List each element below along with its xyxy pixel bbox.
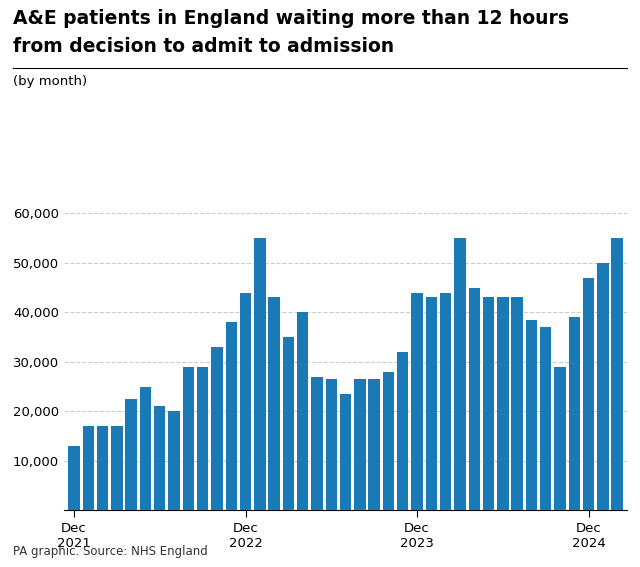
Bar (468, 287, 480, 510)
Bar (168, 411, 180, 510)
Bar (182, 367, 194, 510)
Bar (140, 387, 151, 510)
Bar (611, 238, 623, 510)
Bar (354, 379, 365, 510)
Bar (211, 347, 223, 510)
Bar (483, 298, 494, 510)
Bar (497, 298, 509, 510)
Bar (412, 293, 423, 510)
Bar (525, 320, 537, 510)
Bar (426, 298, 437, 510)
Bar (511, 298, 523, 510)
Bar (268, 298, 280, 510)
Bar (583, 278, 595, 510)
Bar (554, 367, 566, 510)
Bar (540, 327, 552, 510)
Bar (369, 379, 380, 510)
Bar (97, 426, 108, 510)
Bar (68, 446, 80, 510)
Bar (197, 367, 209, 510)
Bar (240, 293, 252, 510)
Text: (by month): (by month) (13, 75, 87, 88)
Bar (83, 426, 94, 510)
Bar (568, 318, 580, 510)
Bar (311, 376, 323, 510)
Bar (111, 426, 123, 510)
Bar (454, 238, 466, 510)
Bar (340, 394, 351, 510)
Bar (326, 379, 337, 510)
Bar (254, 238, 266, 510)
Bar (125, 399, 137, 510)
Text: A&E patients in England waiting more than 12 hours: A&E patients in England waiting more tha… (13, 9, 569, 28)
Bar (397, 352, 408, 510)
Bar (225, 322, 237, 510)
Text: PA graphic. Source: NHS England: PA graphic. Source: NHS England (13, 545, 207, 558)
Bar (383, 372, 394, 510)
Bar (597, 263, 609, 510)
Bar (154, 407, 166, 510)
Bar (440, 293, 451, 510)
Text: from decision to admit to admission: from decision to admit to admission (13, 37, 394, 56)
Bar (283, 337, 294, 510)
Bar (297, 312, 308, 510)
